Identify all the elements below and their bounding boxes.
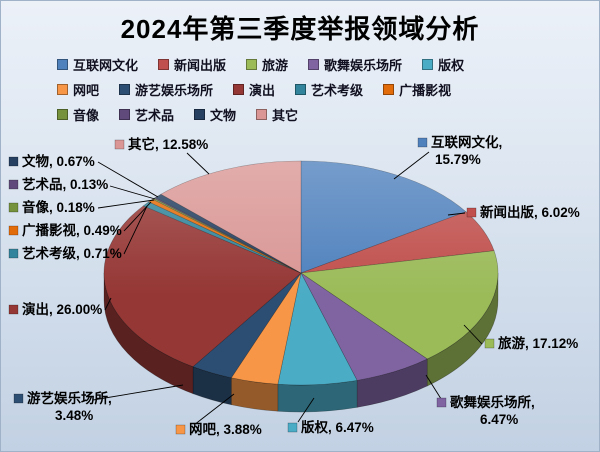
- data-label-12: 文物, 0.67%: [22, 153, 95, 169]
- data-label-6: 游艺娱乐场所,: [27, 390, 112, 406]
- legend-swatch-icon: [233, 84, 245, 95]
- legend-item-4: 版权: [422, 55, 464, 74]
- data-label-9: 广播影视, 0.49%: [22, 222, 122, 238]
- data-label-13: 其它, 12.58%: [128, 136, 208, 152]
- legend-item-9: 广播影视: [383, 80, 451, 99]
- legend-swatch-icon: [57, 59, 68, 70]
- label-leader-line: [463, 324, 483, 345]
- data-label-key-icon: [8, 179, 19, 190]
- legend-item-10: 音像: [57, 105, 99, 124]
- data-label-1: 新闻出版, 6.02%: [480, 204, 580, 220]
- data-label-0: 互联网文化,: [431, 134, 502, 150]
- data-label-11: 艺术品, 0.13%: [22, 176, 108, 192]
- label-leader-line: [297, 397, 315, 423]
- data-label-key-icon: [287, 422, 298, 433]
- legend-item-2: 旅游: [246, 55, 288, 74]
- legend-swatch-icon: [295, 84, 307, 95]
- legend-item-13: 其它: [256, 105, 298, 124]
- legend-swatch-icon: [57, 84, 68, 95]
- label-leader-line: [393, 151, 430, 180]
- legend-row-2: 音像 艺术品 文物 其它: [57, 102, 599, 127]
- data-label-8: 艺术考级, 0.71%: [22, 245, 122, 261]
- data-label-key-icon: [436, 397, 447, 408]
- legend-label: 版权: [438, 58, 465, 73]
- legend-label: 网吧: [73, 83, 100, 98]
- legend-swatch-icon: [308, 59, 320, 70]
- legend-swatch-icon: [256, 109, 268, 120]
- label-leader-line: [193, 393, 235, 426]
- data-label-5: 网吧, 3.88%: [189, 422, 262, 437]
- legend-row-1: 网吧 游艺娱乐场所 演出 艺术考级 广播影视: [57, 77, 599, 102]
- legend-item-7: 演出: [233, 80, 275, 99]
- data-label-key-icon: [8, 156, 19, 167]
- data-label-key-icon: [466, 207, 477, 218]
- legend-label: 音像: [73, 108, 100, 123]
- legend-row-0: 互联网文化 新闻出版 旅游 歌舞娱乐场所 版权: [57, 52, 599, 77]
- data-label-key-icon: [114, 139, 125, 150]
- label-leader-line: [104, 297, 112, 311]
- legend-item-12: 文物: [194, 105, 236, 124]
- legend-swatch-icon: [422, 59, 434, 70]
- legend-label: 艺术考级: [311, 83, 364, 98]
- data-label-3: 歌舞娱乐场所,: [450, 394, 535, 410]
- data-label-key-icon: [8, 202, 19, 213]
- legend-label: 其它: [272, 108, 299, 123]
- legend-label: 演出: [249, 83, 276, 98]
- data-label-key-icon: [8, 304, 19, 315]
- label-leader-line: [97, 161, 159, 198]
- legend-item-0: 互联网文化: [57, 55, 138, 74]
- legend-item-6: 游艺娱乐场所: [119, 80, 213, 99]
- label-leader-line: [109, 185, 156, 200]
- data-label-value-3: 6.47%: [480, 412, 518, 427]
- label-leader-line: [123, 205, 148, 255]
- legend-swatch-icon: [383, 84, 395, 95]
- legend-label: 旅游: [262, 58, 289, 73]
- chart-title: 2024年第三季度举报领域分析: [120, 14, 480, 44]
- label-leader-line: [97, 199, 155, 209]
- label-leader-line: [123, 201, 152, 232]
- chart-legend: 互联网文化 新闻出版 旅游 歌舞娱乐场所 版权网吧 游艺娱乐场所 演出 艺术考级 广播影视音像 艺…: [1, 46, 599, 127]
- data-label-key-icon: [484, 338, 495, 349]
- legend-swatch-icon: [119, 109, 131, 120]
- data-label-7: 演出, 26.00%: [22, 301, 102, 317]
- legend-swatch-icon: [119, 84, 131, 95]
- label-leader-line: [425, 374, 444, 403]
- legend-label: 歌舞娱乐场所: [324, 58, 403, 73]
- legend-item-8: 艺术考级: [295, 80, 363, 99]
- legend-swatch-icon: [246, 59, 258, 70]
- legend-item-1: 新闻出版: [158, 55, 226, 74]
- legend-swatch-icon: [57, 109, 68, 120]
- legend-label: 互联网文化: [73, 58, 139, 73]
- data-label-key-icon: [8, 225, 19, 236]
- legend-label: 广播影视: [399, 83, 452, 98]
- legend-swatch-icon: [194, 109, 206, 120]
- data-label-key-icon: [417, 137, 428, 148]
- legend-label: 游艺娱乐场所: [135, 83, 214, 98]
- label-leader-line: [186, 152, 210, 175]
- label-leader-line: [447, 212, 466, 216]
- legend-item-11: 艺术品: [119, 105, 174, 124]
- data-label-4: 版权, 6.47%: [301, 419, 374, 435]
- legend-item-3: 歌舞娱乐场所: [308, 55, 402, 74]
- data-label-key-icon: [8, 248, 19, 259]
- label-leader-line: [92, 384, 184, 401]
- legend-label: 文物: [210, 108, 237, 123]
- data-label-key-icon: [175, 424, 186, 435]
- legend-label: 艺术品: [135, 108, 175, 123]
- data-label-value-6: 3.48%: [55, 408, 93, 423]
- data-label-10: 音像, 0.18%: [22, 199, 95, 215]
- legend-item-5: 网吧: [57, 80, 99, 99]
- legend-swatch-icon: [158, 59, 170, 70]
- data-label-value-0: 15.79%: [435, 152, 481, 167]
- data-label-key-icon: [13, 393, 24, 404]
- data-label-2: 旅游, 17.12%: [498, 335, 578, 351]
- legend-label: 新闻出版: [174, 58, 227, 73]
